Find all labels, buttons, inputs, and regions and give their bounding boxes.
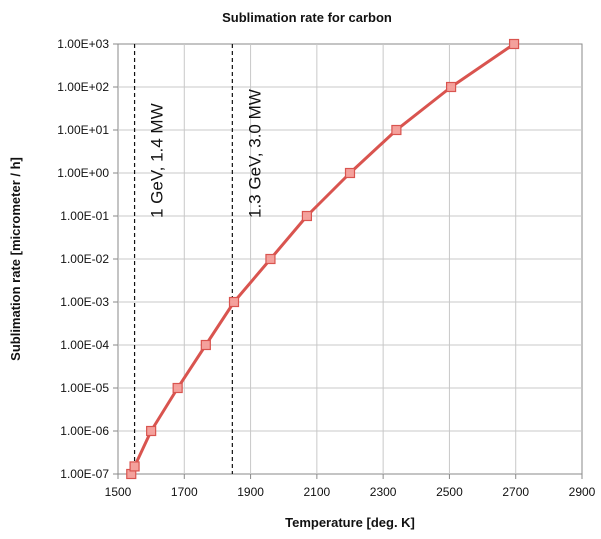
data-point (172, 382, 183, 394)
reference-line-label: 1 GeV, 1.4 MW (148, 103, 167, 218)
y-axis-ticks: 1.00E-07 1.00E-06 1.00E-05 1.00E-04 1.00E-03… (57, 37, 118, 481)
data-point (301, 210, 313, 222)
x-tick-label: 2900 (569, 485, 596, 499)
data-series (126, 38, 520, 480)
series-line (129, 42, 515, 475)
data-point (344, 167, 356, 179)
y-tick-label: 1.00E-05 (60, 381, 109, 395)
x-axis-ticks: 1500 1700 1900 2100 2300 2500 2700 2900 (105, 474, 596, 499)
gridlines (118, 44, 582, 474)
x-axis-label: Temperature [deg. K] (285, 515, 415, 530)
y-tick-label: 1.00E-03 (60, 295, 109, 309)
data-point (129, 461, 140, 472)
x-tick-label: 1900 (237, 485, 264, 499)
data-point (445, 81, 457, 93)
chart-title: Sublimation rate for carbon (222, 10, 392, 25)
x-tick-label: 2100 (304, 485, 331, 499)
data-point (200, 339, 211, 351)
y-axis-label: Sublimation rate [micrometer / h] (8, 157, 23, 361)
data-point (228, 296, 240, 308)
y-tick-label: 1.00E+01 (57, 123, 109, 137)
y-tick-label: 1.00E-04 (60, 338, 109, 352)
y-tick-label: 1.00E-07 (60, 467, 109, 481)
reference-lines: 1 GeV, 1.4 MW 1.3 GeV, 3.0 MW (133, 44, 264, 474)
reference-line-label: 1.3 GeV, 3.0 MW (245, 89, 264, 218)
x-tick-label: 2300 (370, 485, 397, 499)
y-tick-label: 1.00E+00 (57, 166, 109, 180)
x-tick-label: 1700 (171, 485, 198, 499)
y-tick-label: 1.00E+03 (57, 37, 109, 51)
x-tick-label: 2700 (502, 485, 529, 499)
y-tick-label: 1.00E-01 (60, 209, 109, 223)
data-point (265, 253, 276, 265)
data-point (146, 425, 157, 437)
y-tick-label: 1.00E+02 (57, 80, 109, 94)
x-tick-label: 2500 (436, 485, 463, 499)
data-point (508, 38, 520, 50)
x-tick-label: 1500 (105, 485, 132, 499)
y-tick-label: 1.00E-06 (60, 424, 109, 438)
y-tick-label: 1.00E-02 (60, 252, 109, 266)
data-point (391, 124, 402, 136)
